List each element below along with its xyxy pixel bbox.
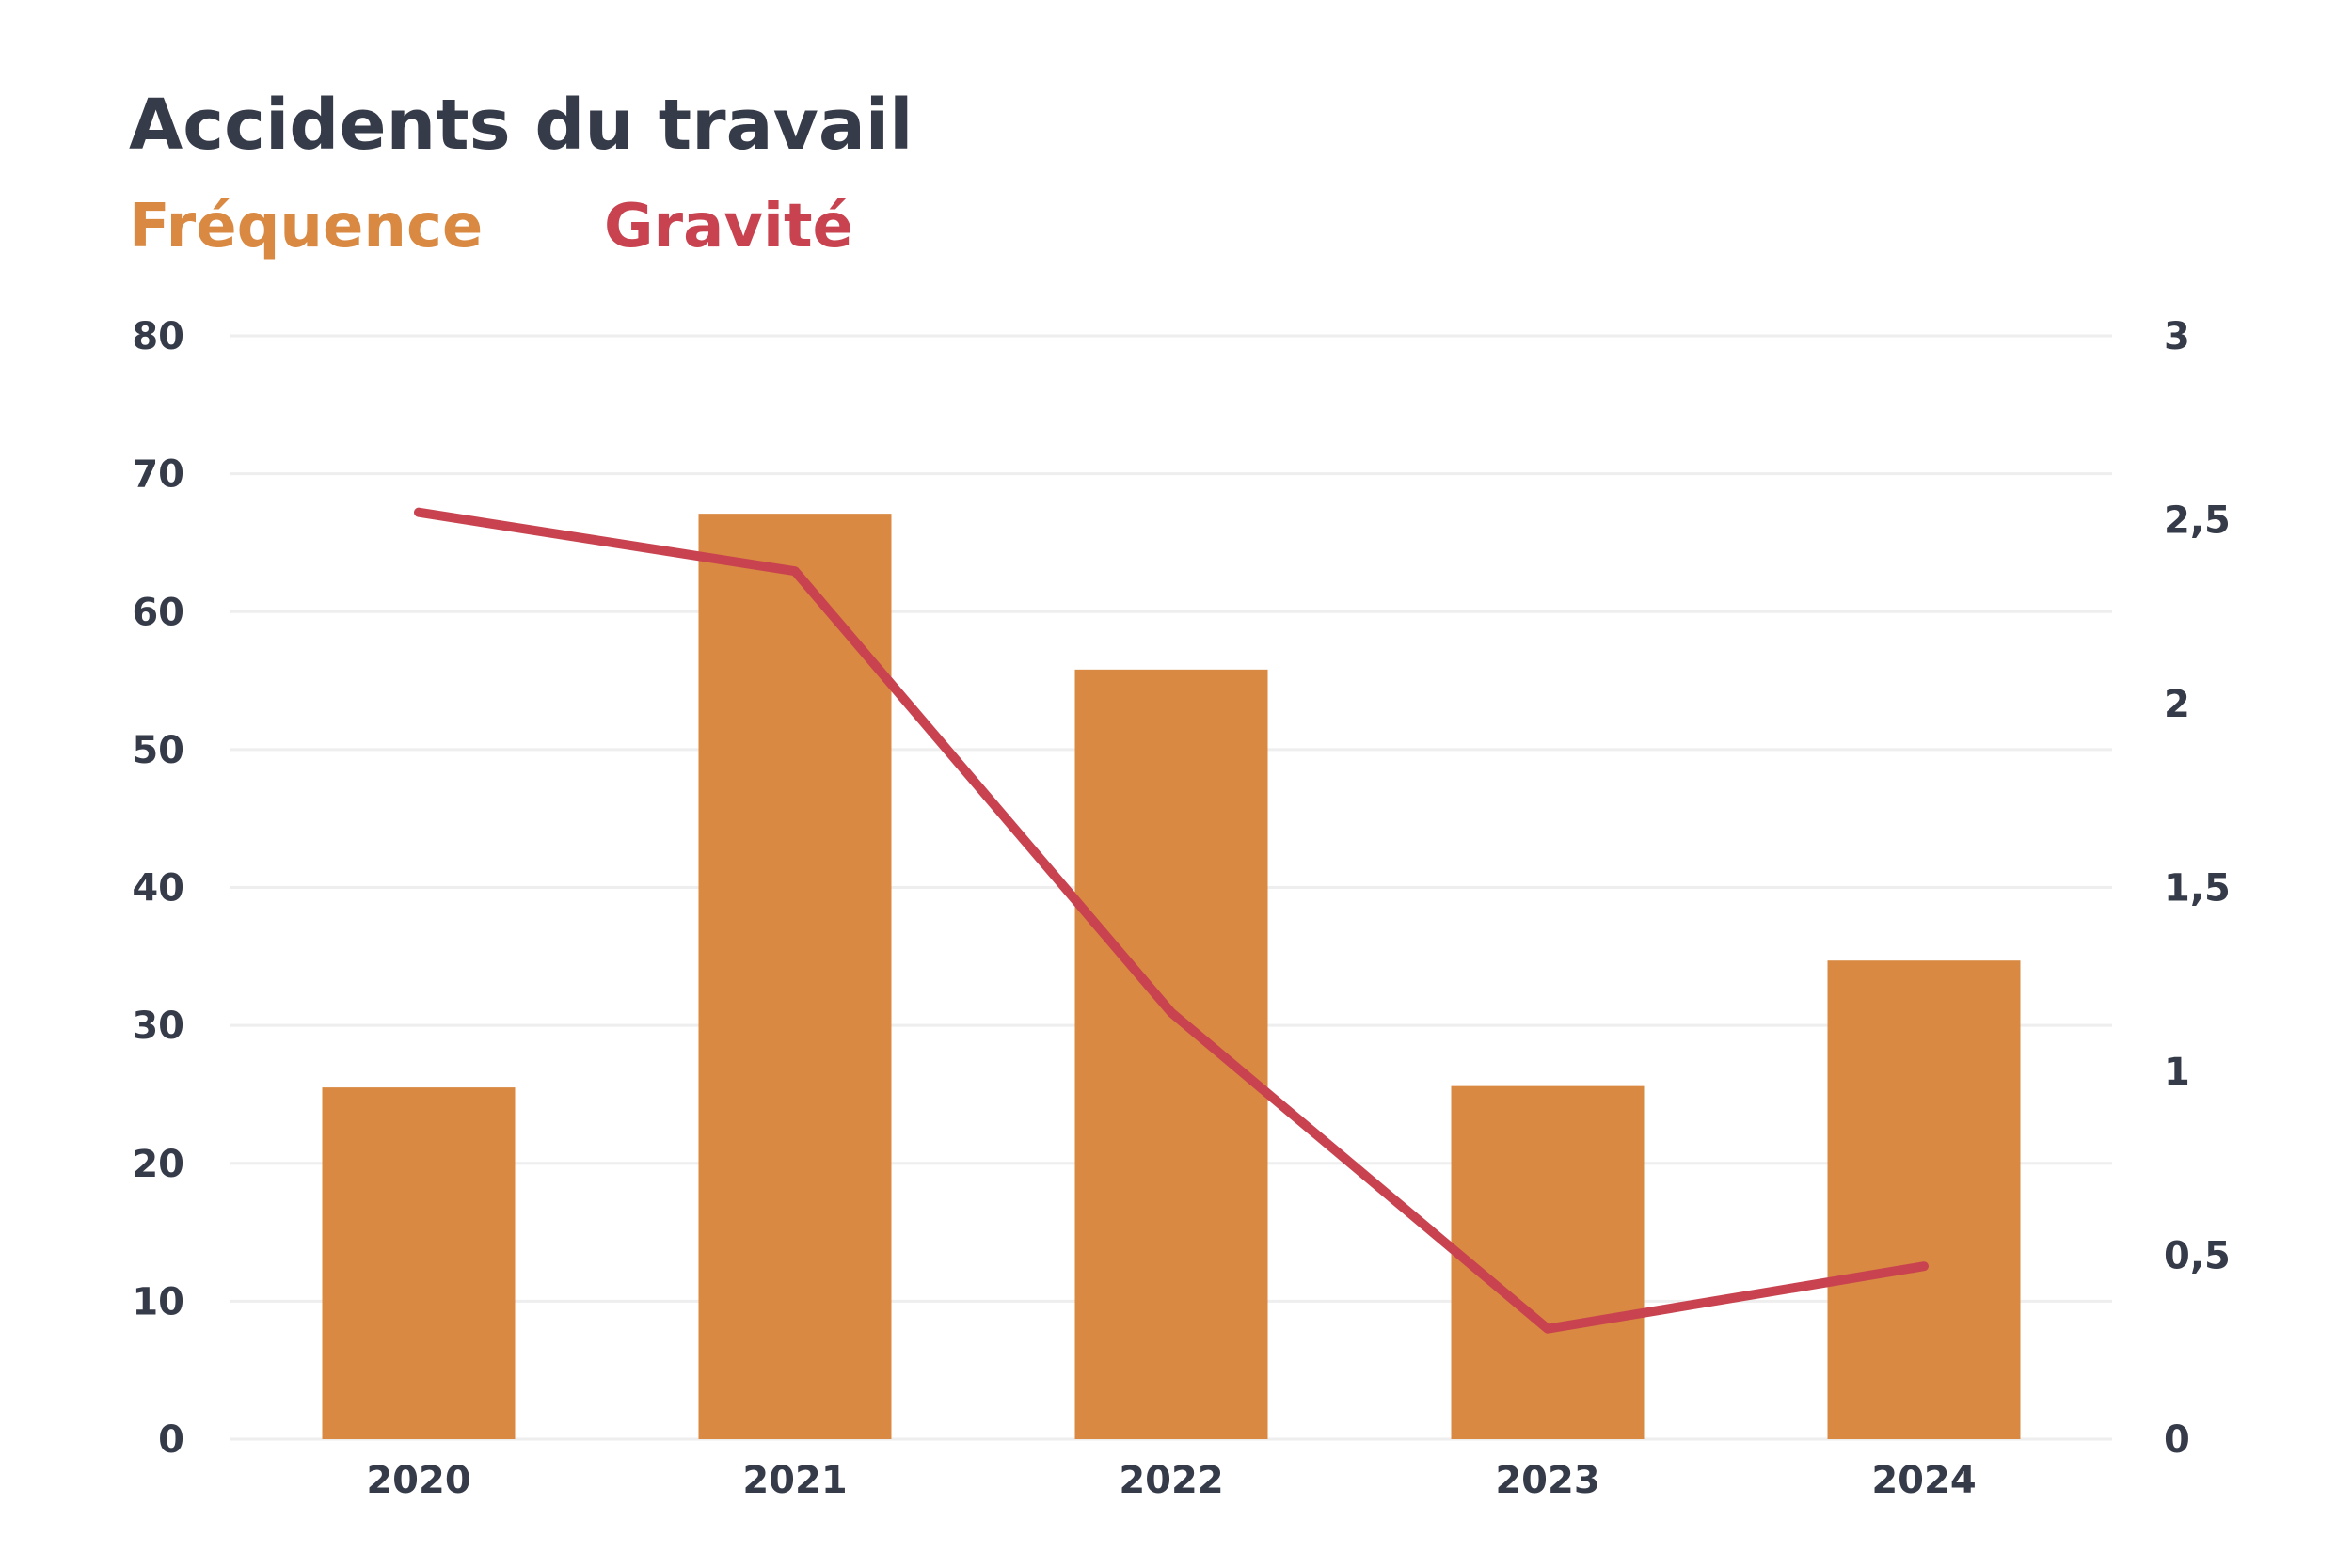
y-left-tick-label: 40 — [132, 867, 184, 911]
bar-frequence-2020 — [322, 1087, 516, 1439]
x-axis: 2020 2021 2022 2023 2024 — [366, 1459, 1976, 1502]
x-tick-label: 2023 — [1495, 1459, 1599, 1502]
x-tick-label: 2022 — [1119, 1459, 1223, 1502]
y-right-tick-label: 0,5 — [2164, 1235, 2231, 1278]
y-left-tick-label: 30 — [132, 1005, 184, 1048]
chart-title: Accidents du travail — [129, 85, 914, 166]
x-tick-label: 2020 — [366, 1459, 470, 1502]
y-right-tick-label: 1,5 — [2164, 867, 2231, 911]
bar-frequence-2021 — [698, 514, 892, 1439]
gravite-line — [414, 507, 1929, 1334]
y-right-tick-label: 0 — [2164, 1418, 2190, 1462]
x-tick-label: 2021 — [742, 1459, 847, 1502]
y-right-tick-label: 2 — [2164, 683, 2190, 726]
legend-entry-frequence: Fréquence — [129, 192, 483, 261]
y-left-tick-label: 80 — [132, 315, 184, 358]
y-left-tick-label: 10 — [132, 1280, 184, 1323]
gravite-line-series — [414, 507, 1929, 1334]
bar-frequence-2022 — [1074, 669, 1268, 1439]
y-left-tick-label: 20 — [132, 1143, 184, 1186]
x-tick-label: 2024 — [1871, 1459, 1976, 1502]
y-axis-right: 0 0,5 1 1,5 2 2,5 3 — [2164, 315, 2231, 1462]
bar-frequence-2023 — [1451, 1085, 1645, 1439]
y-left-tick-label: 60 — [132, 591, 184, 634]
y-left-tick-label: 70 — [132, 453, 184, 497]
y-left-tick-label: 50 — [132, 729, 184, 772]
bars — [322, 514, 2021, 1439]
y-axis-left: 0 10 20 30 40 50 60 70 80 — [132, 315, 184, 1462]
bar-frequence-2024 — [1827, 960, 2021, 1439]
legend-entry-gravite: Gravité — [604, 192, 853, 261]
y-left-tick-label: 0 — [158, 1418, 184, 1462]
y-right-tick-label: 1 — [2164, 1051, 2190, 1094]
y-right-tick-label: 3 — [2164, 315, 2190, 358]
y-right-tick-label: 2,5 — [2164, 499, 2231, 543]
